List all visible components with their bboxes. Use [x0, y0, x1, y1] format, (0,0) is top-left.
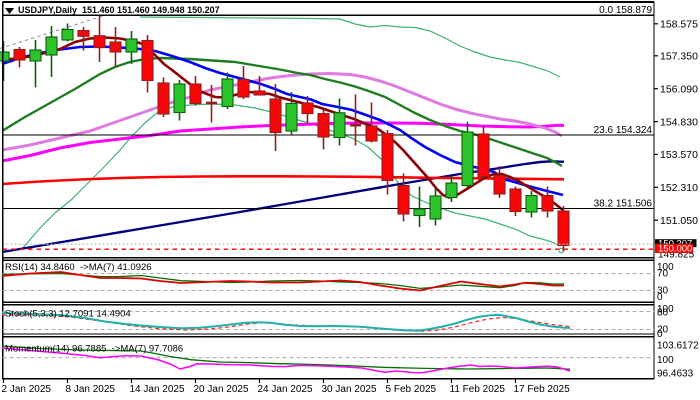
svg-text:100: 100 — [657, 304, 674, 315]
svg-text:30: 30 — [657, 286, 669, 297]
svg-text:38.2 151.506: 38.2 151.506 — [594, 198, 653, 209]
svg-text:Stoch(5,3,3) 12.7091 14.4904: Stoch(5,3,3) 12.7091 14.4904 — [5, 308, 131, 319]
svg-text:150.000: 150.000 — [658, 244, 692, 255]
svg-text:154.830: 154.830 — [660, 116, 698, 128]
svg-text:80: 80 — [657, 308, 669, 319]
svg-text:23.6 154.324: 23.6 154.324 — [594, 125, 653, 136]
svg-text:20: 20 — [657, 325, 669, 336]
svg-text:152.310: 152.310 — [660, 182, 698, 194]
svg-text:RSI(14) 34.8460 ->MA(7) 41.09: RSI(14) 34.8460 ->MA(7) 41.0926 — [5, 262, 152, 273]
svg-text:156.090: 156.090 — [660, 84, 698, 96]
svg-text:0: 0 — [657, 329, 663, 340]
svg-text:0.0 158.879: 0.0 158.879 — [599, 5, 652, 16]
svg-text:11 Feb 2025: 11 Feb 2025 — [450, 384, 506, 395]
svg-text:103.6172: 103.6172 — [657, 341, 699, 352]
svg-text:30 Jan 2025: 30 Jan 2025 — [322, 384, 377, 395]
svg-text:Momentum(14) 96.7885 ->MA(7): Momentum(14) 96.7885 ->MA(7) 97.7086 — [5, 343, 183, 354]
svg-text:17 Feb 2025: 17 Feb 2025 — [514, 384, 571, 395]
svg-text:5 Feb 2025: 5 Feb 2025 — [386, 384, 437, 395]
svg-text:149.825: 149.825 — [658, 249, 695, 260]
svg-text:100: 100 — [657, 262, 674, 273]
svg-text:0: 0 — [657, 292, 663, 303]
svg-text:100: 100 — [657, 355, 674, 366]
svg-text:8 Jan 2025: 8 Jan 2025 — [66, 384, 116, 395]
svg-text:96.4633: 96.4633 — [657, 369, 694, 380]
svg-text:153.570: 153.570 — [660, 149, 698, 161]
svg-text:24 Jan 2025: 24 Jan 2025 — [258, 384, 313, 395]
svg-text:USDJPY,Daily 151.460 151.460: USDJPY,Daily 151.460 151.460 149.948 150… — [18, 5, 220, 15]
svg-text:2 Jan 2025: 2 Jan 2025 — [2, 384, 52, 395]
svg-text:14 Jan 2025: 14 Jan 2025 — [130, 384, 185, 395]
svg-text:157.350: 157.350 — [660, 51, 698, 63]
svg-text:70: 70 — [657, 269, 669, 280]
svg-text:20 Jan 2025: 20 Jan 2025 — [194, 384, 249, 395]
svg-text:151.050: 151.050 — [660, 215, 698, 227]
svg-text:158.575: 158.575 — [660, 19, 698, 31]
